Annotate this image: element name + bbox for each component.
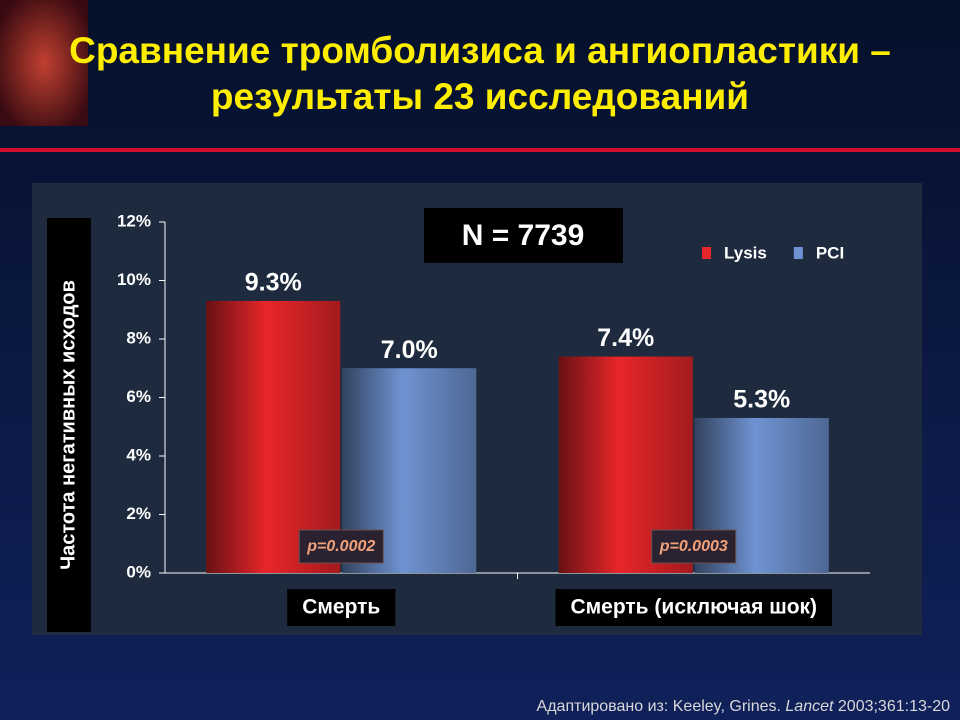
x-label-box xyxy=(555,589,833,626)
x-tick-label: Смерть (исключая шок) xyxy=(570,596,817,619)
legend-swatch xyxy=(793,247,803,259)
y-tick-label: 10% xyxy=(117,270,151,289)
source-journal: Lancet xyxy=(785,698,834,715)
p-value-box xyxy=(651,529,737,564)
title: Сравнение тромболизиса и ангиопластики –… xyxy=(69,30,891,117)
x-tick-label: Смерть xyxy=(302,596,380,619)
y-tick-label: 8% xyxy=(126,328,151,347)
y-tick-label: 2% xyxy=(126,504,151,523)
divider xyxy=(0,148,960,152)
y-label-box xyxy=(47,218,91,632)
x-label-box xyxy=(287,589,396,626)
annotation: N = 7739 xyxy=(462,219,585,252)
value-label: 5.3% xyxy=(733,386,790,414)
source-rest: 2003;361:13-20 xyxy=(837,698,950,715)
annotation-box xyxy=(424,208,623,263)
y-tick-label: 12% xyxy=(117,211,151,230)
value-label: 7.4% xyxy=(597,324,654,352)
y-tick-label: 4% xyxy=(126,445,151,464)
source-prefix: Адаптировано из: Keeley, Grines. xyxy=(536,698,781,715)
p-value: p=0.0003 xyxy=(659,538,728,555)
legend-swatch xyxy=(702,247,711,259)
value-label: 7.0% xyxy=(381,336,438,364)
source: Адаптировано из: Keeley, Grines. Lancet … xyxy=(537,698,950,716)
y-tick-label: 0% xyxy=(126,562,151,581)
value-label: 9.3% xyxy=(245,269,302,297)
legend-label: PCI xyxy=(816,243,844,262)
logo xyxy=(0,0,88,126)
y-tick-label: 6% xyxy=(126,387,151,406)
y-axis-label: Частота негативных исходов xyxy=(57,280,79,570)
p-value-box xyxy=(298,529,384,564)
p-value: p=0.0002 xyxy=(306,538,375,555)
legend-label: Lysis xyxy=(724,243,767,262)
